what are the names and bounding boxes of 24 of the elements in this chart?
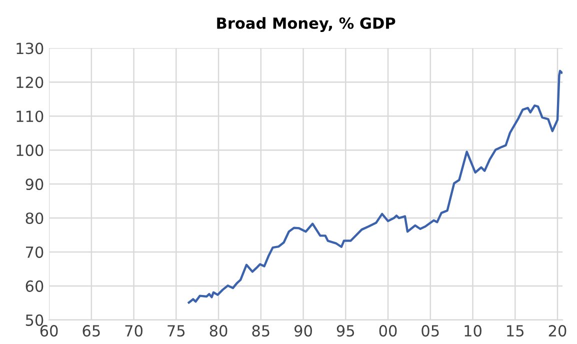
x-tick-label: 70 [125,325,142,337]
y-tick-label: 130 [16,42,44,54]
x-tick-label: 85 [252,325,270,337]
x-tick-label: 95 [336,325,354,337]
x-tick-label: 20 [548,325,566,337]
y-tick-label: 70 [26,246,44,258]
x-tick-label: 65 [82,325,100,337]
x-tick-label: 90 [294,325,312,337]
x-tick-label: 75 [168,325,185,337]
x-tick-label: 00 [379,325,397,337]
x-tick-label: 10 [464,325,482,337]
y-tick-label: 90 [26,178,44,190]
y-tick-label: 120 [16,76,44,88]
y-tick-label: 60 [26,280,44,292]
x-tick-label: 80 [210,325,228,337]
y-tick-label: 110 [16,110,44,122]
y-tick-label: 50 [26,314,44,326]
line-series [188,70,563,304]
y-tick-label: 80 [26,212,44,224]
x-tick-label: 15 [507,325,524,337]
x-tick-label: 60 [40,325,58,337]
x-tick-label: 05 [422,325,439,337]
y-tick-label: 100 [16,144,44,156]
chart-title: Broad Money, % GDP [217,17,396,32]
